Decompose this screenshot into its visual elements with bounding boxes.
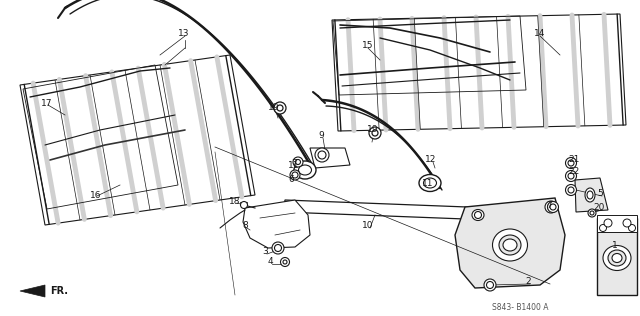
Text: 3: 3 xyxy=(262,247,268,257)
Ellipse shape xyxy=(628,224,636,232)
Ellipse shape xyxy=(568,160,574,166)
Ellipse shape xyxy=(424,178,436,188)
Text: 22: 22 xyxy=(568,167,580,177)
Ellipse shape xyxy=(293,157,303,167)
Ellipse shape xyxy=(372,130,378,136)
Ellipse shape xyxy=(292,172,298,178)
Ellipse shape xyxy=(612,253,622,263)
Ellipse shape xyxy=(283,260,287,264)
Text: 7: 7 xyxy=(546,202,552,210)
Text: 18: 18 xyxy=(229,197,241,205)
Polygon shape xyxy=(597,218,637,295)
Text: 21: 21 xyxy=(568,155,580,165)
Text: 11: 11 xyxy=(288,161,300,169)
Ellipse shape xyxy=(280,258,289,266)
Text: 5: 5 xyxy=(597,190,603,198)
Ellipse shape xyxy=(566,157,577,168)
Polygon shape xyxy=(455,198,565,288)
Ellipse shape xyxy=(486,282,493,289)
Ellipse shape xyxy=(294,161,316,179)
Ellipse shape xyxy=(298,165,312,175)
Text: 8: 8 xyxy=(242,222,248,230)
Ellipse shape xyxy=(474,211,481,218)
Ellipse shape xyxy=(566,185,577,196)
Text: 1: 1 xyxy=(612,241,618,251)
Ellipse shape xyxy=(600,224,607,232)
Text: 20: 20 xyxy=(593,204,605,212)
Text: 19: 19 xyxy=(367,125,379,135)
Ellipse shape xyxy=(484,279,496,291)
Ellipse shape xyxy=(274,102,286,114)
Ellipse shape xyxy=(568,187,574,193)
Ellipse shape xyxy=(550,204,556,210)
Ellipse shape xyxy=(545,201,557,213)
Ellipse shape xyxy=(272,242,284,254)
Polygon shape xyxy=(575,178,608,212)
Ellipse shape xyxy=(585,188,595,202)
Ellipse shape xyxy=(566,171,577,181)
Ellipse shape xyxy=(241,202,248,209)
Ellipse shape xyxy=(590,211,594,215)
Ellipse shape xyxy=(503,239,517,251)
Ellipse shape xyxy=(623,219,631,227)
Text: 10: 10 xyxy=(362,222,374,230)
Text: 13: 13 xyxy=(179,29,189,39)
Polygon shape xyxy=(597,215,637,232)
Ellipse shape xyxy=(587,191,593,199)
Text: 9: 9 xyxy=(318,131,324,141)
Ellipse shape xyxy=(277,105,283,111)
Ellipse shape xyxy=(318,151,326,159)
Ellipse shape xyxy=(290,170,300,180)
Ellipse shape xyxy=(296,160,301,165)
Ellipse shape xyxy=(419,174,441,191)
Ellipse shape xyxy=(603,246,631,270)
Text: 2: 2 xyxy=(525,277,531,287)
Polygon shape xyxy=(310,148,350,168)
Text: 19: 19 xyxy=(268,102,280,112)
Polygon shape xyxy=(20,285,45,297)
Ellipse shape xyxy=(608,250,626,266)
Ellipse shape xyxy=(369,127,381,139)
Ellipse shape xyxy=(275,245,282,252)
Text: 15: 15 xyxy=(362,41,374,51)
Text: 17: 17 xyxy=(41,99,52,107)
Ellipse shape xyxy=(568,173,574,179)
Ellipse shape xyxy=(547,202,559,212)
Text: 7: 7 xyxy=(291,159,297,167)
Text: S843- B1400 A: S843- B1400 A xyxy=(492,303,548,313)
Text: 11: 11 xyxy=(422,179,434,187)
Text: 4: 4 xyxy=(267,258,273,266)
Ellipse shape xyxy=(493,229,527,261)
Text: 14: 14 xyxy=(534,29,546,39)
Ellipse shape xyxy=(472,210,484,221)
Polygon shape xyxy=(283,200,545,222)
Text: 12: 12 xyxy=(426,155,436,165)
Text: 16: 16 xyxy=(90,191,102,199)
Text: FR.: FR. xyxy=(50,286,68,296)
Polygon shape xyxy=(243,200,310,248)
Ellipse shape xyxy=(604,219,612,227)
Ellipse shape xyxy=(499,235,521,255)
Ellipse shape xyxy=(547,204,554,210)
Text: 6: 6 xyxy=(288,174,294,184)
Ellipse shape xyxy=(315,148,329,162)
Ellipse shape xyxy=(588,209,596,217)
